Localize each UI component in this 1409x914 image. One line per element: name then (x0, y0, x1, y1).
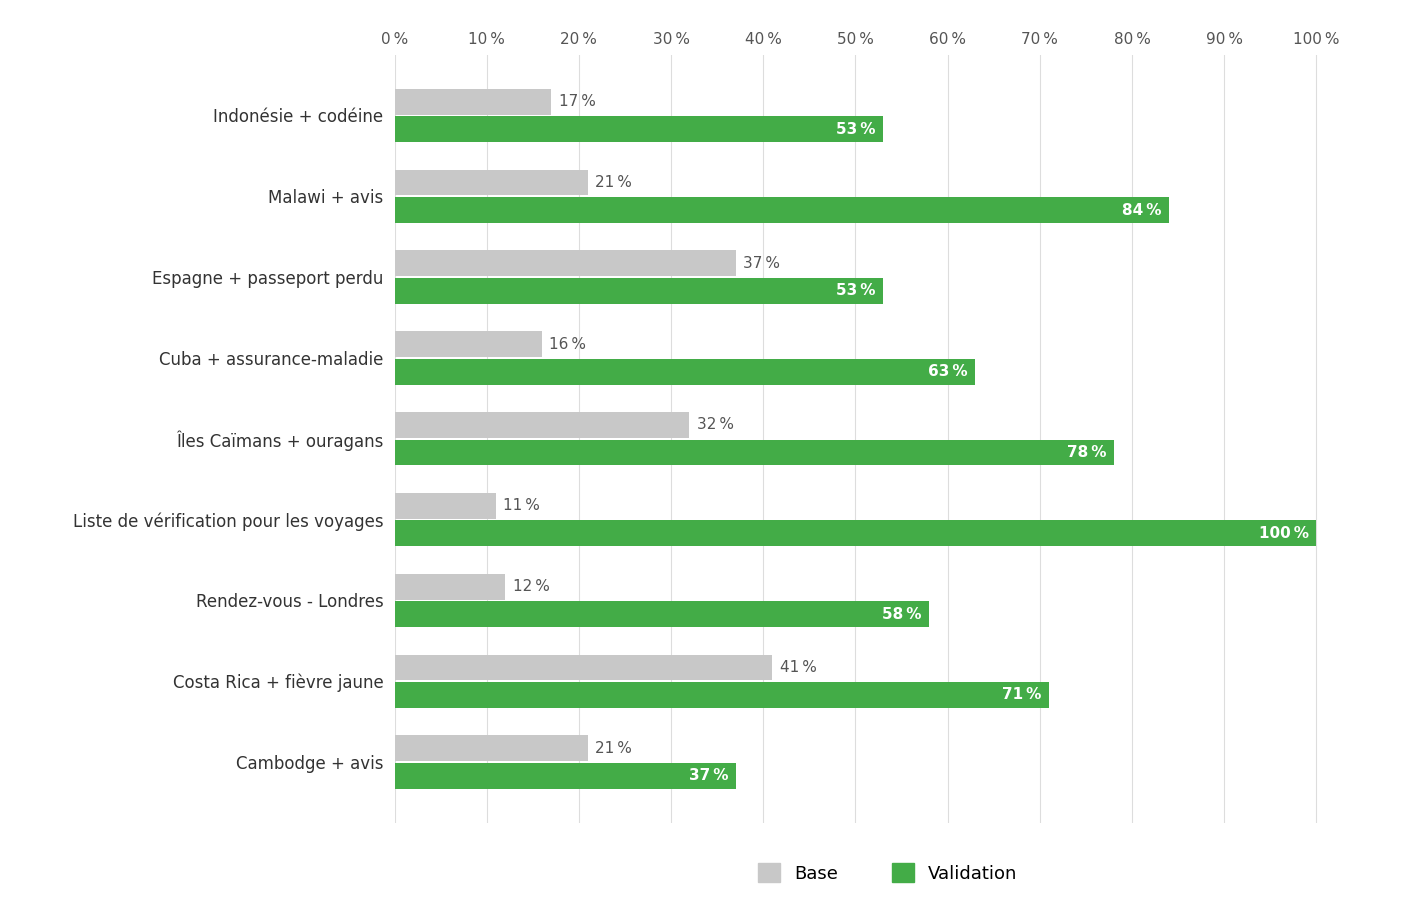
Bar (395, 197, 1169, 223)
Text: 12 %: 12 % (513, 579, 550, 594)
Bar (395, 520, 1316, 547)
Text: 53 %: 53 % (836, 283, 875, 298)
Text: 63 %: 63 % (929, 364, 968, 379)
Bar (395, 601, 929, 627)
Bar (395, 250, 735, 276)
Text: 16 %: 16 % (550, 336, 586, 352)
Bar (395, 116, 883, 142)
Text: 17 %: 17 % (558, 94, 596, 109)
Text: 41 %: 41 % (779, 660, 817, 675)
Bar (395, 278, 883, 303)
Bar (395, 736, 588, 761)
Bar (395, 89, 551, 114)
Text: 32 %: 32 % (697, 418, 734, 432)
Text: 21 %: 21 % (596, 175, 633, 190)
Bar (395, 682, 1048, 707)
Bar (395, 440, 1113, 465)
Text: 21 %: 21 % (596, 740, 633, 756)
Text: 37 %: 37 % (743, 256, 781, 271)
Text: 11 %: 11 % (503, 498, 540, 514)
Bar (395, 574, 506, 600)
Bar (395, 358, 975, 385)
Text: 78 %: 78 % (1067, 445, 1106, 460)
Bar (395, 493, 496, 519)
Bar (395, 654, 772, 680)
Text: 84 %: 84 % (1122, 203, 1161, 218)
Bar (395, 331, 542, 357)
Legend: Base, Validation: Base, Validation (758, 864, 1017, 883)
Text: 100 %: 100 % (1258, 526, 1309, 541)
Text: 53 %: 53 % (836, 122, 875, 137)
Text: 58 %: 58 % (882, 607, 921, 622)
Bar (395, 412, 689, 438)
Text: 71 %: 71 % (1002, 687, 1041, 703)
Text: 37 %: 37 % (689, 769, 728, 783)
Bar (395, 763, 735, 789)
Bar (395, 170, 588, 196)
